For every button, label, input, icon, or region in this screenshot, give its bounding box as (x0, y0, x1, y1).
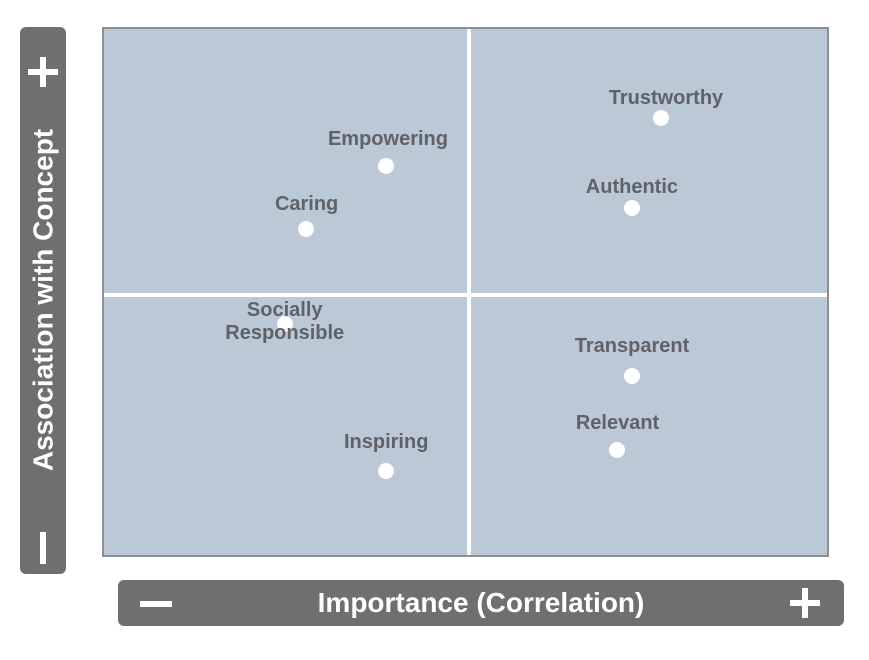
y-axis-bar: Association with Concept (20, 27, 66, 574)
point-empowering (377, 157, 394, 174)
horizontal-divider (104, 293, 827, 297)
point-label-inspiring: Inspiring (343, 431, 429, 454)
point-label-trustworthy: Trustworthy (608, 86, 724, 109)
point-caring (298, 220, 315, 237)
point-label-socially-responsible: Socially Responsible (225, 298, 345, 344)
plot-area: Trustworthy Empowering Authentic Caring Soci… (102, 27, 829, 557)
point-label-authentic: Authentic (585, 176, 678, 199)
point-relevant (609, 441, 626, 458)
x-axis-bar: Importance (Correlation) (118, 580, 844, 626)
point-inspiring (377, 462, 394, 479)
x-axis-title: Importance (Correlation) (317, 587, 645, 618)
point-label-transparent: Transparent (574, 334, 690, 357)
point-label-relevant: Relevant (575, 412, 660, 435)
y-axis-minus-icon (40, 532, 46, 564)
point-socially-responsible (276, 315, 293, 332)
y-axis-plus-icon (28, 57, 58, 87)
point-transparent (623, 368, 640, 385)
point-trustworthy (652, 110, 669, 127)
point-label-caring: Caring (274, 193, 339, 216)
x-axis-plus-icon (790, 588, 820, 618)
point-label-empowering: Empowering (327, 128, 448, 151)
vertical-divider (467, 29, 471, 555)
y-axis-title: Association with Concept (27, 128, 59, 472)
point-authentic (623, 199, 640, 216)
x-axis-minus-icon (140, 601, 172, 607)
